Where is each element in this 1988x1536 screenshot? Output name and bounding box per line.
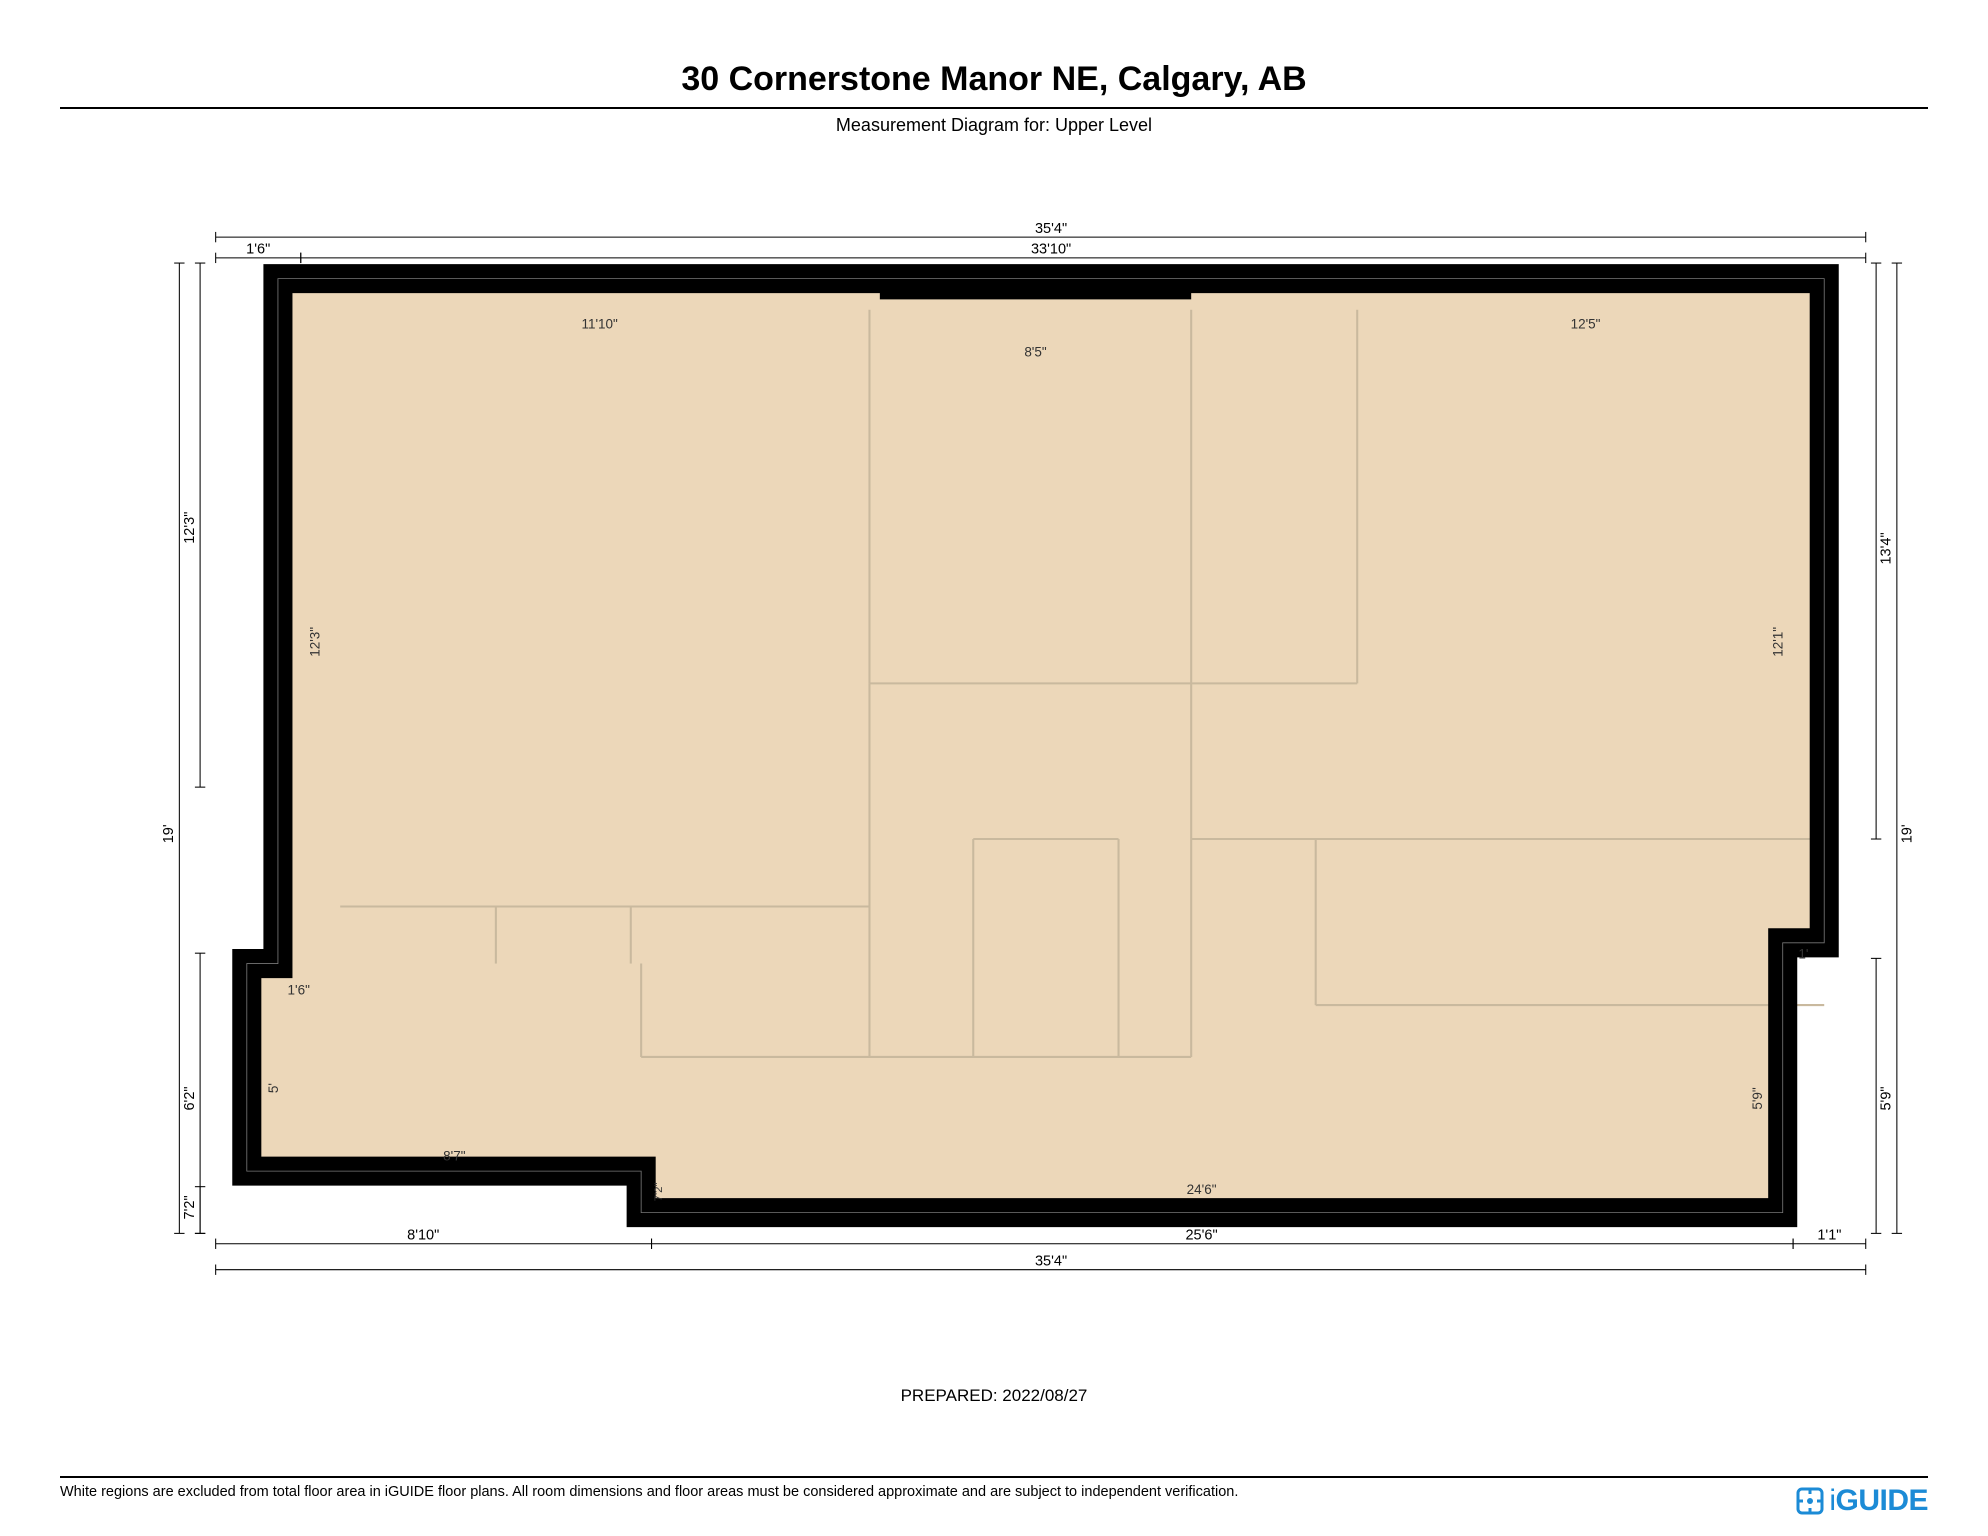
svg-text:12'3": 12'3" [307, 627, 322, 657]
svg-text:24'6": 24'6" [1187, 1182, 1217, 1197]
svg-text:1'6": 1'6" [288, 983, 311, 998]
svg-text:12'1": 12'1" [1771, 627, 1786, 657]
svg-text:5': 5' [266, 1083, 281, 1093]
svg-text:1': 1' [1798, 946, 1808, 961]
svg-text:5'9": 5'9" [1879, 1086, 1895, 1110]
svg-text:25'6": 25'6" [1185, 1228, 1217, 1244]
svg-text:35'4": 35'4" [1035, 1254, 1067, 1270]
svg-text:5'9": 5'9" [1750, 1087, 1765, 1110]
svg-text:35'4": 35'4" [1035, 221, 1067, 237]
svg-text:11'10": 11'10" [581, 316, 618, 331]
svg-text:12'5": 12'5" [1571, 316, 1601, 331]
floorplan-svg: 35'4" 1'6" 33'10" 8'10" 25'6" 1'1" 35'4" 19' 12'… [60, 166, 1928, 1346]
svg-text:12'3": 12'3" [182, 512, 198, 544]
floorplan-diagram: 35'4" 1'6" 33'10" 8'10" 25'6" 1'1" 35'4" 19' 12'… [60, 166, 1928, 1346]
svg-text:7'2": 7'2" [653, 1182, 665, 1201]
page-title: 30 Cornerstone Manor NE, Calgary, AB [60, 60, 1928, 99]
svg-text:33'10": 33'10" [1031, 242, 1071, 258]
disclaimer-text: White regions are excluded from total fl… [60, 1484, 1795, 1500]
svg-text:13'4": 13'4" [1879, 532, 1895, 564]
svg-text:8'10": 8'10" [407, 1228, 439, 1244]
svg-text:1'1": 1'1" [1817, 1228, 1841, 1244]
title-rule [60, 107, 1928, 109]
svg-text:6'2": 6'2" [182, 1086, 198, 1110]
svg-text:7'2": 7'2" [182, 1195, 198, 1219]
svg-text:19': 19' [161, 824, 177, 843]
svg-text:8'7": 8'7" [443, 1149, 466, 1164]
svg-text:19': 19' [1899, 824, 1915, 843]
iguide-icon [1795, 1486, 1825, 1516]
subtitle: Measurement Diagram for: Upper Level [60, 115, 1928, 136]
svg-text:8'5": 8'5" [1024, 344, 1047, 359]
iguide-logo: iGUIDE [1795, 1484, 1928, 1518]
svg-text:1'6": 1'6" [246, 242, 270, 258]
prepared-label: PREPARED: 2022/08/27 [60, 1386, 1928, 1406]
